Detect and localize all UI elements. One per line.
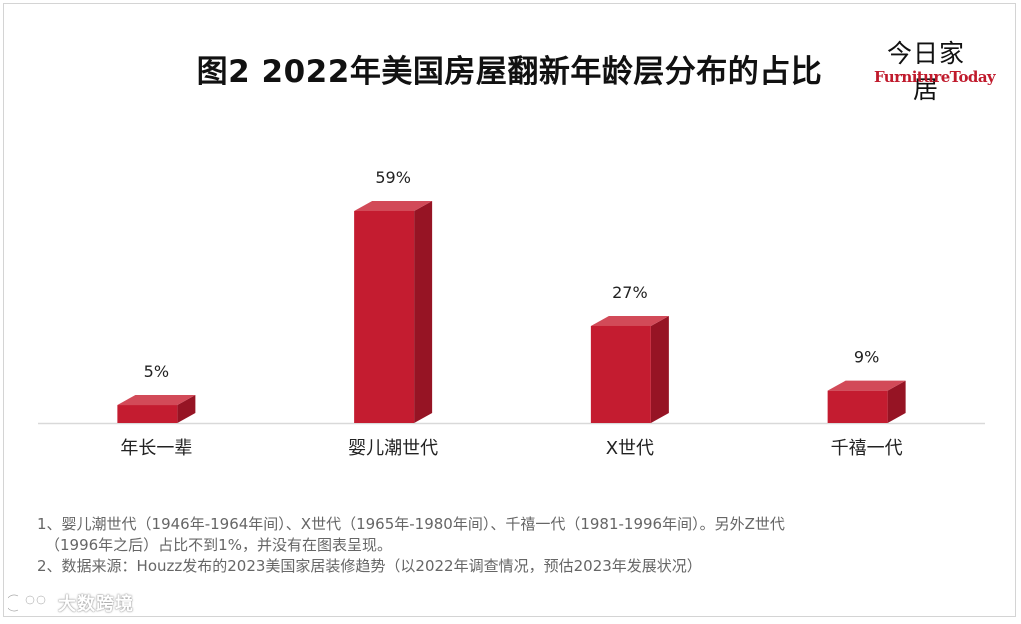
bar-2	[354, 211, 415, 423]
x-tick-label-4: 千禧一代	[831, 438, 903, 459]
bar-3	[590, 325, 651, 423]
bar-1	[117, 405, 178, 423]
data-label-4: 9%	[854, 348, 879, 367]
bar-side-3	[650, 315, 669, 423]
brand-logo-en: FurnitureToday	[874, 68, 996, 86]
brand-logo-icon	[8, 592, 52, 614]
bar-top-1	[117, 395, 196, 406]
footnote-2: 2、数据来源：Houzz发布的2023美国家居装修趋势（以2022年调查情况，预…	[37, 557, 702, 575]
data-label-2: 59%	[375, 168, 411, 187]
data-label-3: 27%	[612, 283, 648, 302]
watermark: 大数跨境	[8, 590, 134, 616]
bar-top-4	[827, 380, 906, 391]
bar-top-3	[590, 315, 669, 326]
bar-top-2	[354, 201, 433, 211]
bar-side-1	[177, 395, 196, 423]
data-label-1: 5%	[144, 362, 169, 381]
brand-logo-cn: 今日家居	[886, 39, 965, 104]
footnote-1: 1、婴儿潮世代（1946年-1964年间）、X世代（1965年-1980年间）、…	[37, 515, 785, 533]
x-tick-label-3: X世代	[606, 438, 654, 459]
footnotes: 1、婴儿潮世代（1946年-1964年间）、X世代（1965年-1980年间）、…	[37, 514, 937, 577]
x-tick-label-1: 年长一辈	[120, 438, 192, 459]
watermark-text: 大数跨境	[58, 594, 134, 615]
bar-side-2	[414, 201, 433, 423]
chart-title: 图2 2022年美国房屋翻新年龄层分布的占比	[196, 54, 823, 90]
x-tick-label-2: 婴儿潮世代	[348, 438, 438, 459]
bar-4	[827, 390, 888, 423]
slide-frame	[3, 3, 1016, 617]
footnote-1-continued: （1996年之后）占比不到1%，并没有在图表呈现。	[45, 536, 392, 554]
bar-side-4	[887, 380, 906, 423]
